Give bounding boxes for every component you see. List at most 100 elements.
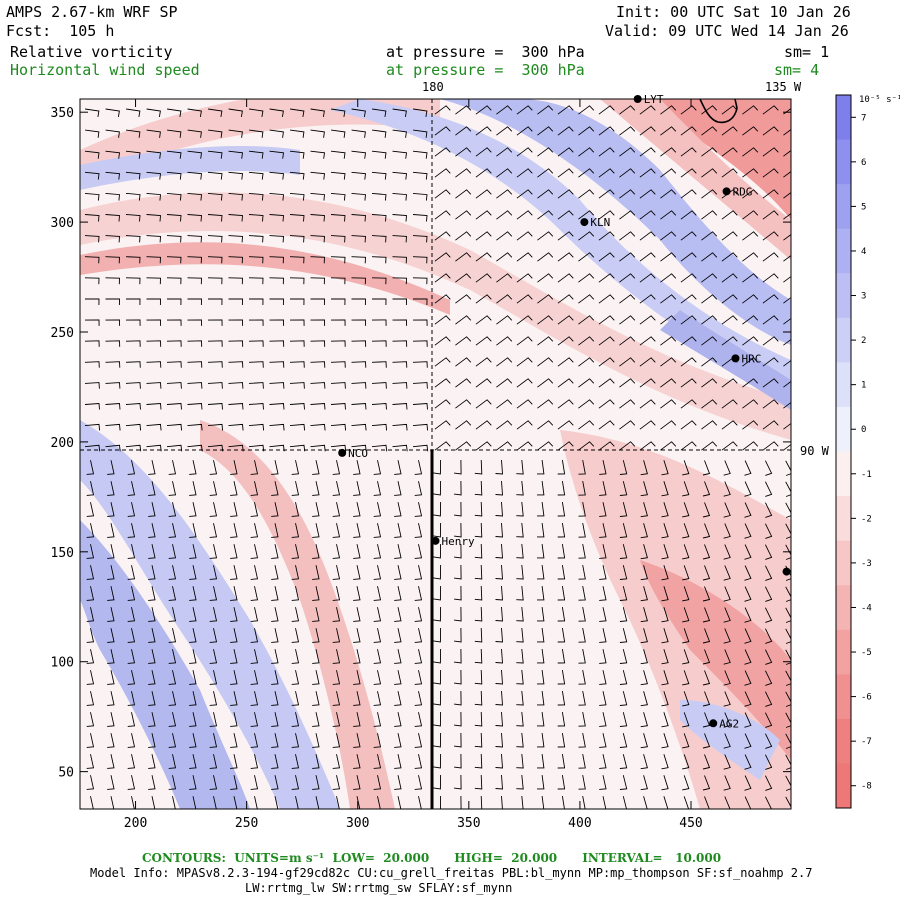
wind-barb: [289, 150, 305, 159]
wind-barb: [228, 214, 243, 222]
wind-barb: [680, 189, 697, 199]
wind-barb: [680, 273, 697, 283]
wind-barb: [107, 628, 115, 643]
wind-barb: [291, 607, 300, 622]
wind-barb: [537, 754, 545, 769]
wind-barb: [269, 214, 284, 222]
wind-barb: [578, 544, 586, 559]
wind-barb: [455, 252, 472, 262]
wind-barb: [330, 192, 346, 201]
wind-barb: [148, 481, 156, 496]
wind-barb: [455, 336, 472, 346]
wind-barb: [496, 441, 513, 451]
wind-barb: [330, 403, 346, 410]
wind-barb: [783, 191, 791, 199]
wind-barb: [475, 336, 492, 346]
wind-barb: [168, 565, 177, 580]
wind-barb: [455, 315, 472, 325]
wind-barb: [434, 147, 451, 157]
wind-barb: [394, 586, 402, 601]
wind-barb: [126, 298, 141, 306]
wind-barb: [660, 105, 677, 115]
wind-barb: [660, 378, 677, 388]
wind-barb: [148, 691, 156, 706]
wind-barb: [289, 382, 305, 389]
wind-barb: [474, 774, 483, 790]
wind-barb: [639, 399, 656, 409]
wind-barb: [660, 399, 677, 409]
wind-barb: [682, 607, 690, 623]
colorbar-segment: [836, 95, 851, 141]
wind-barb: [125, 277, 141, 285]
wind-barb: [744, 691, 752, 707]
wind-barb: [233, 796, 238, 809]
wind-barb: [495, 711, 503, 727]
wind-barb: [537, 502, 545, 517]
wind-barb: [619, 607, 628, 622]
wind-barb: [291, 502, 300, 517]
wind-barb: [433, 522, 442, 538]
wind-barb: [291, 691, 300, 706]
wind-barb: [250, 754, 259, 769]
wind-barb: [127, 607, 136, 622]
wind-barb: [271, 775, 279, 790]
wind-barb: [250, 670, 259, 685]
wind-barb: [86, 523, 95, 538]
wind-barb: [660, 441, 677, 451]
wind-barb: [701, 378, 718, 388]
wind-barb: [516, 315, 533, 325]
wind-barb: [250, 544, 259, 559]
wind-barb: [639, 441, 656, 451]
wind-barb: [619, 586, 628, 601]
wind-barb: [744, 607, 752, 623]
wind-barb: [578, 210, 595, 220]
wind-barb: [146, 129, 161, 138]
wind-barb: [742, 399, 759, 409]
wind-barb: [208, 108, 223, 117]
station-label: Henry: [442, 535, 475, 548]
wind-barb: [742, 273, 759, 283]
wind-barb: [599, 628, 607, 643]
wind-barb: [127, 775, 136, 790]
wind-barb: [248, 150, 264, 159]
wind-barb: [84, 319, 100, 326]
wind-barb: [353, 649, 361, 664]
wind-barb: [332, 460, 341, 475]
wind-barb: [107, 607, 115, 622]
wind-barb: [269, 319, 285, 326]
wind-barb: [168, 460, 177, 475]
wind-barb: [168, 607, 177, 622]
wind-barb: [537, 189, 554, 199]
wind-barb: [105, 150, 121, 159]
wind-barb: [330, 319, 346, 326]
wind-barb: [310, 319, 326, 326]
wind-barb: [619, 231, 636, 241]
wind-barb: [742, 252, 759, 262]
wind-barb: [312, 649, 320, 664]
wind-barb: [454, 627, 462, 643]
colorbar-units: 10⁻⁵ s⁻¹: [859, 95, 900, 105]
wind-barb: [394, 565, 402, 580]
wind-barb: [269, 171, 285, 180]
wind-barb: [394, 502, 402, 517]
wind-barb: [434, 210, 451, 220]
wind-barb: [392, 129, 407, 138]
wind-barb: [168, 712, 177, 727]
wind-barb: [682, 775, 690, 791]
wind-barb: [127, 649, 136, 664]
wind-barb: [269, 277, 284, 285]
wind-barb: [661, 481, 669, 497]
wind-barb: [537, 168, 554, 178]
wind-barb: [640, 628, 648, 644]
wind-barb: [312, 523, 320, 538]
wind-barb: [578, 670, 586, 685]
wind-barb: [187, 403, 203, 410]
wind-barb: [557, 210, 574, 220]
field1-name: Relative vorticity: [10, 43, 173, 61]
wind-barb: [249, 298, 264, 306]
wind-barb: [126, 108, 141, 117]
wind-barb: [640, 481, 648, 497]
wind-barb: [454, 606, 462, 622]
wind-barb: [291, 712, 300, 727]
wind-barb: [578, 607, 586, 622]
